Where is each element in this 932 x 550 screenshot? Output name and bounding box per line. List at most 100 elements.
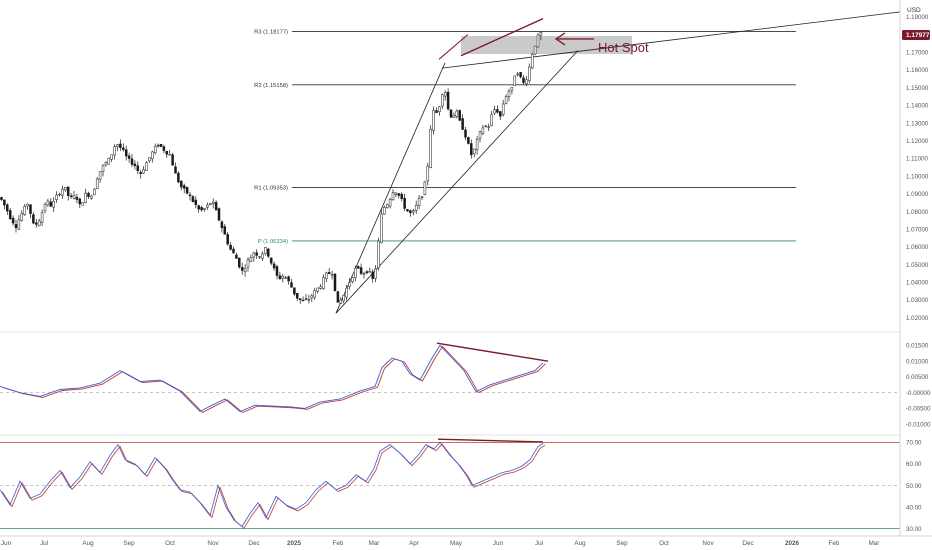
- candle-body: [113, 146, 116, 156]
- candle-body: [269, 257, 273, 264]
- oscillator-2-pane: [0, 438, 900, 530]
- pivot-level-label: P (1.06334): [258, 239, 288, 245]
- candle-body: [441, 94, 444, 107]
- candle-body: [61, 188, 64, 196]
- candle-body: [414, 204, 418, 211]
- candle-body: [209, 203, 212, 205]
- candle-body: [377, 240, 380, 268]
- candle-body: [296, 292, 299, 299]
- candle-body: [487, 126, 490, 128]
- time-tick-label: Apr: [409, 540, 419, 547]
- candle-body: [258, 256, 261, 258]
- candle-body: [496, 109, 499, 113]
- candle-body: [385, 204, 389, 209]
- candle-body: [470, 143, 473, 156]
- candle-body: [145, 162, 148, 171]
- candle-body: [110, 154, 113, 160]
- candle-body: [281, 275, 285, 279]
- candle-body: [528, 66, 531, 82]
- candle-body: [55, 194, 58, 201]
- candle-body: [35, 222, 38, 225]
- candle-body: [211, 201, 215, 205]
- candle-body: [345, 287, 348, 298]
- candle-body: [472, 148, 476, 154]
- candle-body: [290, 282, 293, 288]
- candle-body: [301, 299, 305, 302]
- candle-body: [148, 157, 151, 162]
- oscillator-1-tick-label: 0.00500: [906, 374, 929, 381]
- candle-body: [200, 207, 203, 211]
- candle-body: [6, 204, 9, 212]
- candle-body: [252, 252, 256, 258]
- candle-body: [197, 205, 200, 210]
- price-tick-label: 1.11000: [906, 156, 928, 163]
- candle-body: [510, 87, 514, 91]
- candle-body: [504, 96, 508, 104]
- candle-body: [64, 187, 67, 191]
- candle-body: [124, 149, 128, 157]
- pivot-levels: R3 (1.18177) R2 (1.15158) R1 (1.09353) P (1…: [254, 30, 796, 245]
- oscillator-2-signal: [1, 443, 546, 529]
- candle-body: [455, 110, 459, 117]
- candle-body: [235, 254, 238, 259]
- price-tick-label: 1.04000: [906, 280, 929, 287]
- candle-body: [272, 263, 276, 269]
- candle-body: [452, 115, 456, 118]
- price-tick-label: 1.19000: [906, 14, 929, 21]
- time-tick-label: Dec: [742, 540, 753, 547]
- resistance-line: [441, 11, 900, 69]
- hot-spot-label: Hot Spot: [598, 40, 649, 55]
- time-tick-label: Oct: [659, 540, 669, 547]
- candle-body: [171, 154, 174, 166]
- candle-body: [310, 295, 314, 299]
- candle-body: [522, 77, 525, 83]
- price-axis-ticks: 1.190001.180001.170001.160001.150001.140…: [906, 14, 929, 322]
- candle-body: [333, 273, 337, 291]
- candle-body: [493, 109, 496, 114]
- candle-body: [159, 144, 163, 147]
- candle-body: [206, 204, 209, 208]
- time-tick-label: Aug: [574, 540, 586, 547]
- candle-body: [0, 197, 3, 200]
- candle-body: [261, 253, 264, 259]
- price-tick-label: 1.13000: [906, 120, 929, 127]
- candle-body: [232, 248, 235, 254]
- candle-body: [365, 271, 369, 274]
- candle-body: [226, 234, 229, 245]
- candle-body: [330, 274, 334, 276]
- candle-body: [93, 188, 96, 196]
- time-tick-label: Sep: [123, 540, 135, 547]
- oscillator-1-tick-label: -0.00000: [906, 390, 931, 397]
- price-pane: R3 (1.18177) R2 (1.15158) R1 (1.09353) P (1…: [0, 11, 900, 314]
- candle-body: [165, 151, 169, 155]
- candle-body: [417, 198, 421, 206]
- candle-body: [20, 213, 24, 221]
- candle-body: [249, 257, 253, 262]
- candle-body: [3, 199, 6, 206]
- candle-body: [533, 45, 537, 55]
- candle-body: [435, 110, 438, 113]
- time-tick-label: Jun: [493, 540, 504, 547]
- candle-body: [90, 195, 93, 199]
- candle-body: [95, 178, 99, 189]
- hot-spot-zone: [461, 36, 632, 54]
- price-tick-label: 1.09000: [906, 191, 929, 198]
- candle-body: [139, 172, 142, 174]
- time-tick-label: 2026: [785, 540, 800, 547]
- candle-body: [391, 192, 395, 201]
- divergence-line-osc1: [436, 342, 549, 362]
- candle-body: [351, 277, 354, 282]
- time-tick-label: Jun: [1, 540, 12, 547]
- candle-body: [255, 252, 258, 256]
- candle-body: [203, 208, 206, 211]
- oscillator-2-tick-label: 40.00: [906, 504, 922, 511]
- candle-body: [362, 273, 366, 275]
- oscillator-1-axis-ticks: 0.01500 0.01000 0.00500 -0.00000 -0.00500 -0.…: [906, 343, 931, 429]
- time-tick-label: Sep: [616, 540, 628, 547]
- candle-body: [133, 163, 137, 167]
- candle-body: [464, 129, 467, 138]
- candle-body: [461, 118, 464, 130]
- time-tick-label: Mar: [369, 540, 380, 547]
- candle-body: [217, 208, 221, 221]
- candle-body: [481, 127, 485, 134]
